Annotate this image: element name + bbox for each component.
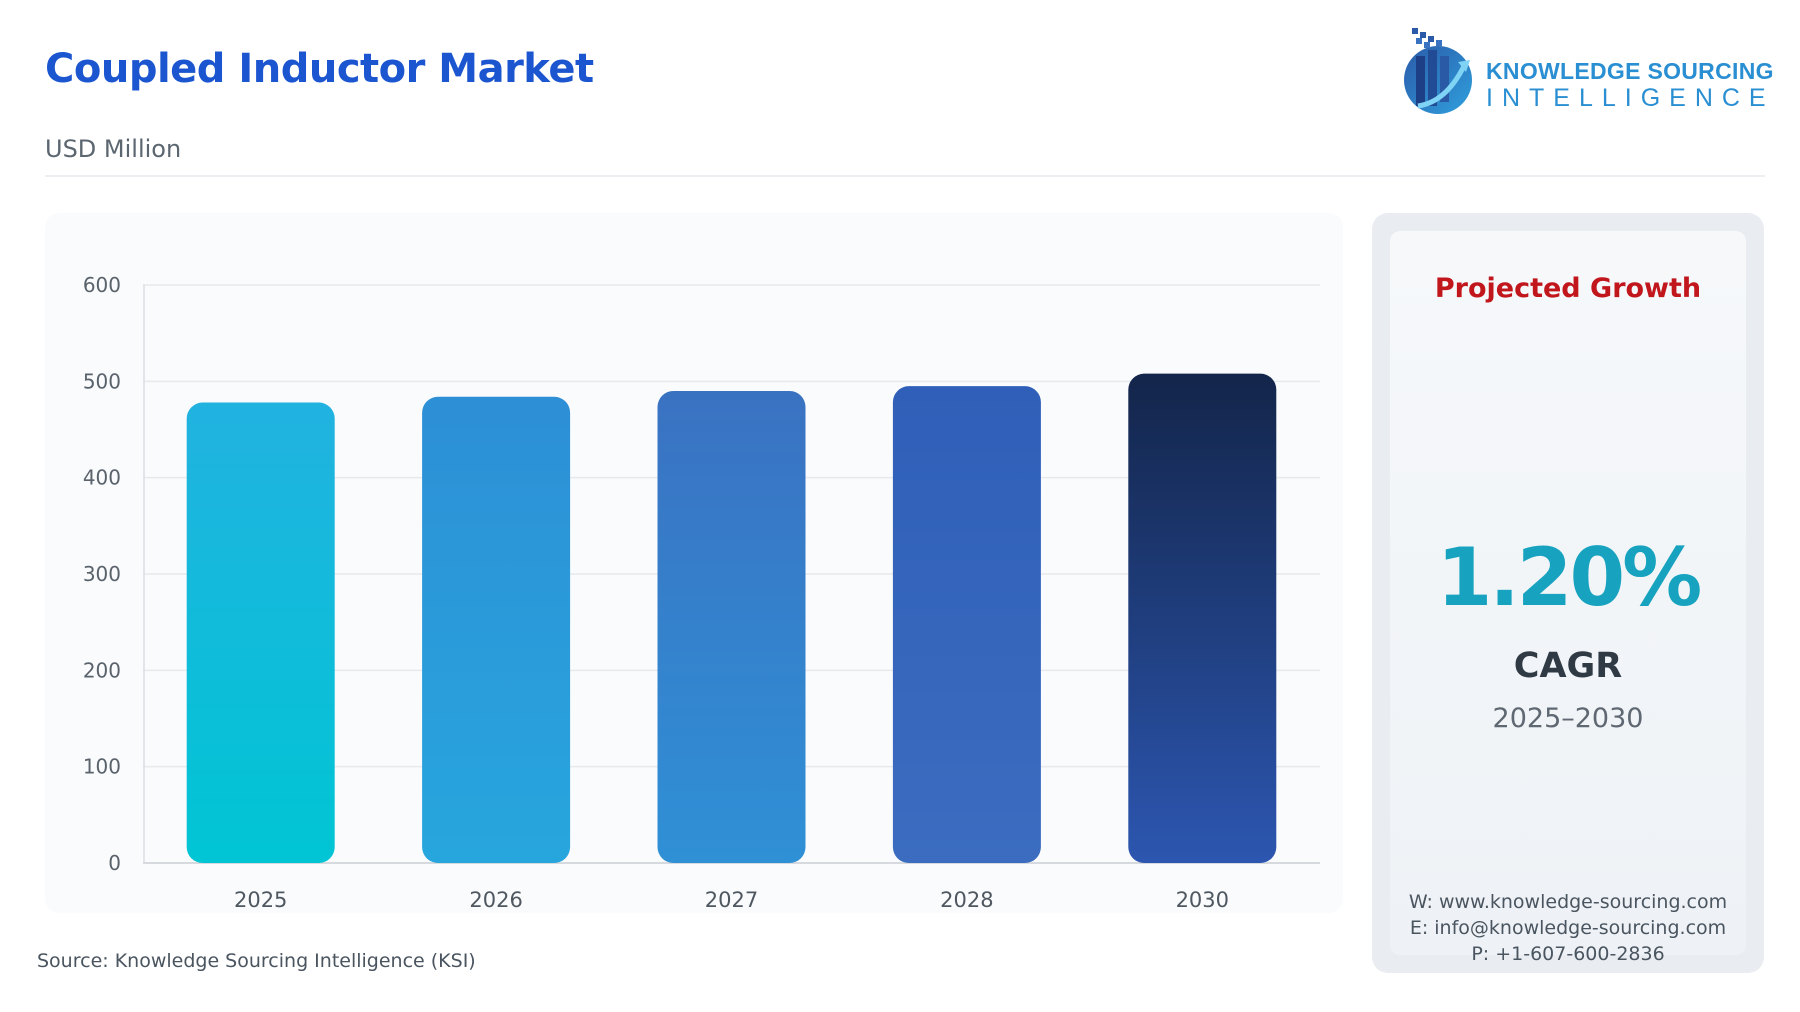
unit-subtitle: USD Million [45,135,182,163]
x-tick-label: 2030 [1176,888,1229,912]
x-tick-label: 2028 [940,888,993,912]
growth-card-inner: Projected Growth 1.20% CAGR 2025–2030 W:… [1390,231,1746,965]
logo-text-line2: INTELLIGENCE [1486,84,1775,112]
bar-chart: 0 100 200 300 400 500 600 2025 2026 2027 2028 2030 [83,273,1320,912]
y-tick-label: 100 [83,755,121,779]
y-tick-label: 0 [108,851,121,875]
cagr-value: 1.20% [1436,531,1703,624]
bar-2025[interactable] [186,402,335,863]
company-logo: KNOWLEDGE SOURCING INTELLIGENCE [1398,22,1773,122]
bar-chart-globe-logo-icon [1404,28,1472,114]
growth-title: Projected Growth [1434,273,1702,304]
logo-text-line1: KNOWLEDGE SOURCING [1486,58,1774,84]
growth-card: Projected Growth 1.20% CAGR 2025–2030 W:… [1372,213,1764,973]
bar-2027[interactable] [657,390,806,863]
y-tick-label: 600 [83,273,121,297]
y-tick-label: 300 [83,562,121,586]
chart-panel: 0 100 200 300 400 500 600 2025 2026 2027 2028 2030 [45,213,1343,913]
x-tick-label: 2026 [469,888,522,912]
bar-2026[interactable] [422,396,571,863]
y-tick-label: 200 [83,658,121,682]
header-divider [45,175,1765,177]
page-title: Coupled Inductor Market [45,46,594,92]
x-tick-label: 2025 [234,888,287,912]
y-tick-label: 500 [83,369,121,393]
contact-website[interactable]: W: www.knowledge-sourcing.com [1408,891,1728,913]
y-tick-label: 400 [83,466,121,490]
x-tick-label: 2027 [705,888,758,912]
bar-2028[interactable] [892,386,1041,863]
source-note: Source: Knowledge Sourcing Intelligence … [37,950,476,972]
contact-phone: P: +1-607-600-2836 [1471,943,1665,965]
cagr-label: CAGR [1513,646,1623,686]
bar-2030[interactable] [1128,373,1277,863]
contact-email[interactable]: E: info@knowledge-sourcing.com [1409,917,1727,939]
cagr-period: 2025–2030 [1492,703,1644,734]
